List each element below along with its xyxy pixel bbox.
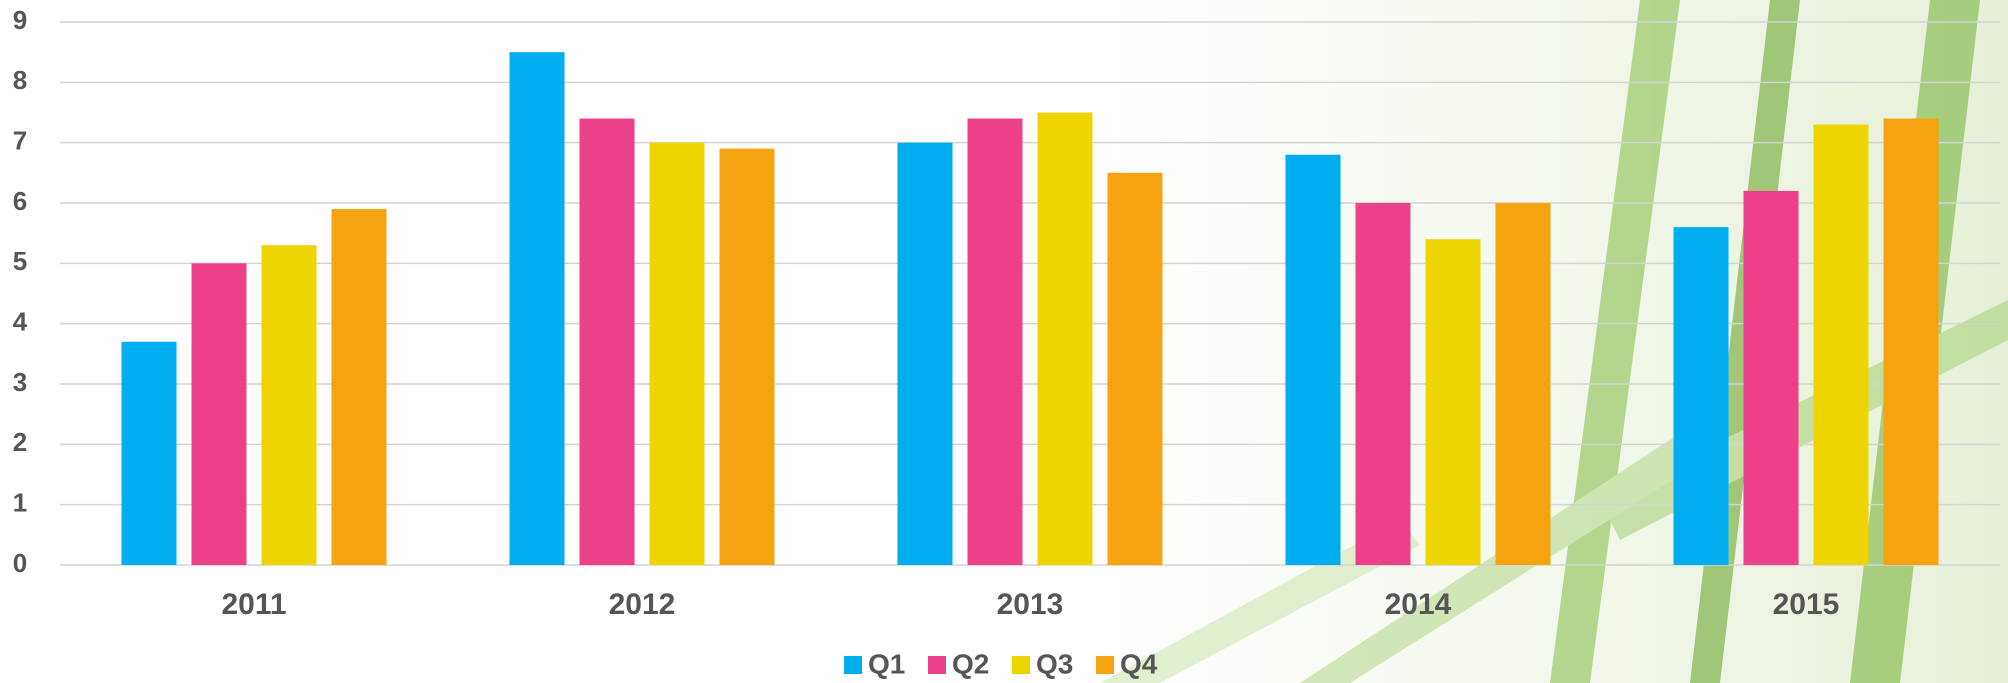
y-tick-label: 5 bbox=[13, 246, 27, 276]
bar bbox=[1107, 172, 1163, 566]
y-tick-label: 6 bbox=[13, 186, 27, 216]
y-tick-label: 4 bbox=[13, 307, 28, 337]
bar bbox=[191, 263, 247, 565]
bar bbox=[719, 148, 775, 565]
bar bbox=[1285, 154, 1341, 565]
y-tick-label: 0 bbox=[13, 548, 27, 578]
legend-label: Q2 bbox=[952, 648, 989, 679]
bar bbox=[1037, 112, 1093, 565]
x-tick-label: 2014 bbox=[1385, 588, 1452, 621]
y-tick-label: 7 bbox=[13, 126, 27, 156]
bar bbox=[261, 245, 317, 565]
bar bbox=[1495, 203, 1551, 565]
y-tick-label: 3 bbox=[13, 367, 27, 397]
legend-label: Q4 bbox=[1120, 648, 1158, 679]
legend-label: Q1 bbox=[868, 648, 905, 679]
bar bbox=[1355, 203, 1411, 565]
x-tick-label: 2013 bbox=[997, 588, 1064, 621]
legend-swatch bbox=[1012, 656, 1030, 674]
bar bbox=[897, 142, 953, 565]
y-tick-label: 2 bbox=[13, 427, 27, 457]
bar bbox=[1425, 239, 1481, 565]
bar bbox=[1673, 227, 1729, 565]
x-tick-label: 2015 bbox=[1773, 588, 1840, 621]
y-tick-label: 9 bbox=[13, 5, 27, 35]
bar bbox=[1813, 124, 1869, 566]
bar bbox=[1883, 118, 1939, 566]
legend-swatch bbox=[844, 656, 862, 674]
legend-swatch bbox=[1096, 656, 1114, 674]
bar bbox=[331, 209, 387, 566]
bar bbox=[967, 118, 1023, 566]
bar bbox=[121, 341, 177, 565]
bar bbox=[1743, 190, 1799, 565]
bar bbox=[509, 52, 565, 565]
legend-swatch bbox=[928, 656, 946, 674]
x-tick-label: 2012 bbox=[609, 588, 676, 621]
legend-label: Q3 bbox=[1036, 648, 1073, 679]
y-tick-label: 1 bbox=[13, 488, 27, 518]
x-tick-label: 2011 bbox=[221, 588, 286, 621]
y-tick-label: 8 bbox=[13, 65, 27, 95]
bar bbox=[649, 142, 705, 565]
bar bbox=[579, 118, 635, 566]
